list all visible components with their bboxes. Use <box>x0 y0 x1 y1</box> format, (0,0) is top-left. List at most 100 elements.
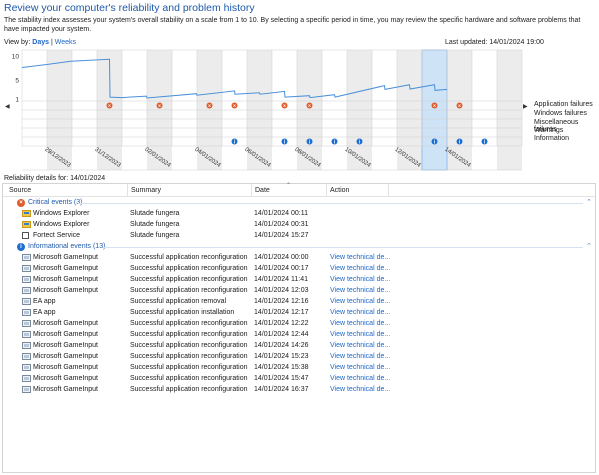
source-cell: Microsoft GameInput <box>33 331 98 338</box>
summary-cell: Successful application reconfiguration <box>130 342 248 349</box>
table-row[interactable]: Microsoft GameInput Successful applicatio… <box>3 285 595 296</box>
info-icon-glyph: i <box>434 140 436 146</box>
table-row[interactable]: Microsoft GameInput Successful applicatio… <box>3 329 595 340</box>
table-row[interactable]: Microsoft GameInput Successful applicatio… <box>3 351 595 362</box>
error-icon-glyph: × <box>458 104 461 110</box>
view-weeks-link[interactable]: Weeks <box>54 39 77 46</box>
table-row[interactable]: Windows Explorer Slutade fungera 14/01/202… <box>3 219 595 230</box>
application-icon <box>22 353 31 360</box>
table-row[interactable]: Microsoft GameInput Successful applicatio… <box>3 340 595 351</box>
y-tick-label: 10 <box>12 54 20 61</box>
application-icon <box>22 375 31 382</box>
date-cell: 14/01/2024 12:22 <box>254 320 309 327</box>
info-icon <box>456 138 463 145</box>
date-cell: 14/01/2024 14:26 <box>254 342 309 349</box>
error-icon-glyph: × <box>158 104 161 110</box>
stability-index-line <box>21 58 448 99</box>
source-cell: Microsoft GameInput <box>33 342 98 349</box>
col-action[interactable]: Action <box>330 187 350 194</box>
source-cell: Fortect Service <box>33 232 81 239</box>
action-link[interactable]: View technical de... <box>330 331 391 338</box>
summary-cell: Successful application reconfiguration <box>130 276 248 283</box>
application-icon <box>22 320 31 327</box>
critical-events-group[interactable]: × Critical events (3) ⌃ <box>3 197 595 208</box>
column-divider[interactable] <box>127 184 128 197</box>
table-row[interactable]: Fortect Service Slutade fungera 14/01/2024… <box>3 230 595 241</box>
reliability-details-table: Source Summary Date ⌃ Action × Critical … <box>2 183 596 473</box>
column-divider[interactable] <box>326 184 327 197</box>
chart-scroll-right-icon[interactable]: ▶ <box>523 104 528 110</box>
date-cell: 14/01/2024 16:37 <box>254 386 309 393</box>
summary-cell: Successful application removal <box>130 298 227 305</box>
collapse-chevron-icon[interactable]: ⌃ <box>586 243 592 250</box>
date-cell: 14/01/2024 15:38 <box>254 364 309 371</box>
informational-events-label: Informational events (13) <box>28 243 106 250</box>
action-link[interactable]: View technical de... <box>330 298 391 305</box>
summary-cell: Slutade fungera <box>130 232 180 239</box>
table-row[interactable]: Microsoft GameInput Successful applicatio… <box>3 263 595 274</box>
table-row[interactable]: Microsoft GameInput Successful applicatio… <box>3 362 595 373</box>
error-icon-glyph: × <box>108 104 111 110</box>
source-cell: Microsoft GameInput <box>33 265 98 272</box>
action-link[interactable]: View technical de... <box>330 287 391 294</box>
col-summary[interactable]: Summary <box>131 187 161 194</box>
application-icon <box>22 298 31 305</box>
error-icon-glyph: × <box>308 104 311 110</box>
action-link[interactable]: View technical de... <box>330 386 391 393</box>
column-divider[interactable] <box>251 184 252 197</box>
col-date[interactable]: Date <box>255 187 270 194</box>
column-divider[interactable] <box>388 184 389 197</box>
collapse-chevron-icon[interactable]: ⌃ <box>586 199 592 206</box>
error-icon <box>206 102 213 109</box>
summary-cell: Successful application reconfiguration <box>130 386 248 393</box>
summary-cell: Successful application reconfiguration <box>130 287 248 294</box>
table-row[interactable]: EA app Successful application removal 14/0… <box>3 296 595 307</box>
page-title: Review your computer's reliability and p… <box>4 2 255 14</box>
source-cell: Windows Explorer <box>33 221 90 228</box>
application-icon <box>22 331 31 338</box>
view-by-bar: View by: Days | Weeks <box>4 39 76 46</box>
action-link[interactable]: View technical de... <box>330 342 391 349</box>
action-link[interactable]: View technical de... <box>330 375 391 382</box>
action-link[interactable]: View technical de... <box>330 265 391 272</box>
table-row[interactable]: Microsoft GameInput Successful applicatio… <box>3 252 595 263</box>
checkbox-icon <box>22 232 29 239</box>
application-icon <box>22 276 31 283</box>
info-icon <box>306 138 313 145</box>
action-link[interactable]: View technical de... <box>330 309 391 316</box>
col-source[interactable]: Source <box>9 187 32 194</box>
chart-scroll-left-icon[interactable]: ◀ <box>5 104 10 110</box>
legend-app-failures: Application failures <box>534 101 593 108</box>
view-days-link[interactable]: Days <box>32 39 50 46</box>
action-link[interactable]: View technical de... <box>330 364 391 371</box>
date-cell: 14/01/2024 00:17 <box>254 265 309 272</box>
explorer-icon <box>22 210 31 217</box>
source-cell: Microsoft GameInput <box>33 353 98 360</box>
application-icon <box>22 364 31 371</box>
table-row[interactable]: Microsoft GameInput Successful applicatio… <box>3 274 595 285</box>
action-link[interactable]: View technical de... <box>330 320 391 327</box>
info-icon-glyph: i <box>459 140 461 146</box>
action-link[interactable]: View technical de... <box>330 254 391 261</box>
info-icon-glyph: i <box>334 140 336 146</box>
table-row[interactable]: EA app Successful application installatio… <box>3 307 595 318</box>
date-cell: 14/01/2024 15:27 <box>254 232 309 239</box>
action-link[interactable]: View technical de... <box>330 276 391 283</box>
table-row[interactable]: Microsoft GameInput Successful applicatio… <box>3 384 595 395</box>
error-icon <box>156 102 163 109</box>
date-cell: 14/01/2024 11:41 <box>254 276 308 283</box>
action-link[interactable]: View technical de... <box>330 353 391 360</box>
table-row[interactable]: Microsoft GameInput Successful applicatio… <box>3 318 595 329</box>
error-icon <box>281 102 288 109</box>
legend-warnings: Warnings <box>534 127 564 134</box>
source-cell: Microsoft GameInput <box>33 320 98 327</box>
error-icon-glyph: × <box>433 104 436 110</box>
summary-cell: Successful application reconfiguration <box>130 353 248 360</box>
table-row[interactable]: Microsoft GameInput Successful applicatio… <box>3 373 595 384</box>
informational-events-group[interactable]: i Informational events (13) ⌃ <box>3 241 595 252</box>
y-tick-label: 1 <box>15 97 19 104</box>
table-row[interactable]: Windows Explorer Slutade fungera 14/01/202… <box>3 208 595 219</box>
legend-windows-failures: Windows failures <box>534 110 587 117</box>
info-icon-glyph: i <box>309 140 311 146</box>
